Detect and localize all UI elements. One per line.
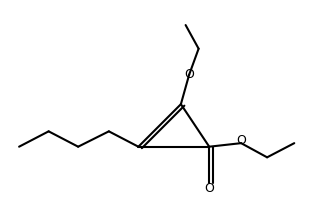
Text: O: O [236, 134, 246, 147]
Text: O: O [204, 182, 214, 195]
Text: O: O [184, 68, 194, 81]
